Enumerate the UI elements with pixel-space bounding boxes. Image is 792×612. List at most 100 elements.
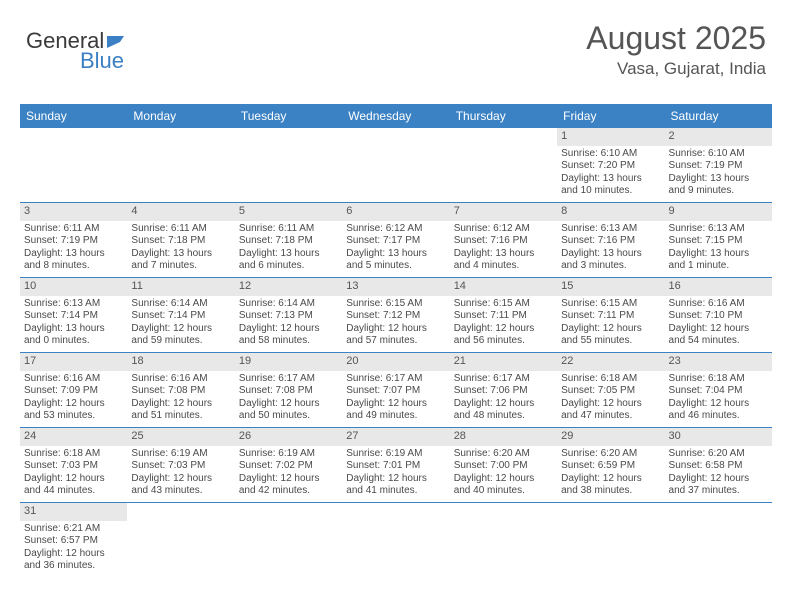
sunrise-text: Sunrise: 6:12 AM (346, 223, 445, 236)
day-cell: 7Sunrise: 6:12 AMSunset: 7:16 PMDaylight… (450, 203, 557, 277)
day-cell: 25Sunrise: 6:19 AMSunset: 7:03 PMDayligh… (127, 428, 234, 502)
sunset-text: Sunset: 7:12 PM (346, 310, 445, 323)
day-cell: 10Sunrise: 6:13 AMSunset: 7:14 PMDayligh… (20, 278, 127, 352)
sunrise-text: Sunrise: 6:11 AM (239, 223, 338, 236)
sunset-text: Sunset: 7:02 PM (239, 460, 338, 473)
daylight-text: Daylight: 12 hours and 48 minutes. (454, 398, 553, 423)
sunset-text: Sunset: 7:16 PM (454, 235, 553, 248)
day-cell: 14Sunrise: 6:15 AMSunset: 7:11 PMDayligh… (450, 278, 557, 352)
sunset-text: Sunset: 7:11 PM (454, 310, 553, 323)
sunset-text: Sunset: 7:13 PM (239, 310, 338, 323)
calendar-week-row: 17Sunrise: 6:16 AMSunset: 7:09 PMDayligh… (20, 353, 772, 428)
sunset-text: Sunset: 7:19 PM (669, 160, 768, 173)
sunset-text: Sunset: 7:11 PM (561, 310, 660, 323)
day-number: 27 (342, 428, 449, 446)
daylight-text: Daylight: 13 hours and 9 minutes. (669, 173, 768, 198)
daylight-text: Daylight: 12 hours and 58 minutes. (239, 323, 338, 348)
sunset-text: Sunset: 6:59 PM (561, 460, 660, 473)
day-details: Sunrise: 6:10 AMSunset: 7:19 PMDaylight:… (665, 146, 772, 201)
day-number: 16 (665, 278, 772, 296)
day-cell: 12Sunrise: 6:14 AMSunset: 7:13 PMDayligh… (235, 278, 342, 352)
sunrise-text: Sunrise: 6:17 AM (346, 373, 445, 386)
day-number: 26 (235, 428, 342, 446)
empty-day-cell (235, 128, 342, 202)
day-details: Sunrise: 6:17 AMSunset: 7:06 PMDaylight:… (450, 371, 557, 426)
day-details: Sunrise: 6:19 AMSunset: 7:01 PMDaylight:… (342, 446, 449, 501)
day-cell: 22Sunrise: 6:18 AMSunset: 7:05 PMDayligh… (557, 353, 664, 427)
day-details: Sunrise: 6:15 AMSunset: 7:11 PMDaylight:… (557, 296, 664, 351)
day-cell: 9Sunrise: 6:13 AMSunset: 7:15 PMDaylight… (665, 203, 772, 277)
sunrise-text: Sunrise: 6:18 AM (669, 373, 768, 386)
day-details: Sunrise: 6:12 AMSunset: 7:16 PMDaylight:… (450, 221, 557, 276)
daylight-text: Daylight: 12 hours and 50 minutes. (239, 398, 338, 423)
sunset-text: Sunset: 7:06 PM (454, 385, 553, 398)
brand-logo: General Blue (26, 28, 128, 80)
daylight-text: Daylight: 12 hours and 37 minutes. (669, 473, 768, 498)
empty-day-cell (20, 128, 127, 202)
day-header: Friday (557, 105, 664, 128)
empty-day-cell (450, 128, 557, 202)
day-number: 22 (557, 353, 664, 371)
day-number: 7 (450, 203, 557, 221)
sunset-text: Sunset: 7:04 PM (669, 385, 768, 398)
daylight-text: Daylight: 12 hours and 53 minutes. (24, 398, 123, 423)
sunset-text: Sunset: 7:15 PM (669, 235, 768, 248)
sunrise-text: Sunrise: 6:13 AM (561, 223, 660, 236)
sunset-text: Sunset: 7:18 PM (131, 235, 230, 248)
sunset-text: Sunset: 7:08 PM (239, 385, 338, 398)
daylight-text: Daylight: 12 hours and 51 minutes. (131, 398, 230, 423)
sunset-text: Sunset: 7:05 PM (561, 385, 660, 398)
sunrise-text: Sunrise: 6:10 AM (669, 148, 768, 161)
day-details: Sunrise: 6:15 AMSunset: 7:12 PMDaylight:… (342, 296, 449, 351)
sunrise-text: Sunrise: 6:18 AM (561, 373, 660, 386)
daylight-text: Daylight: 12 hours and 41 minutes. (346, 473, 445, 498)
daylight-text: Daylight: 13 hours and 5 minutes. (346, 248, 445, 273)
sunrise-text: Sunrise: 6:20 AM (561, 448, 660, 461)
sunset-text: Sunset: 7:20 PM (561, 160, 660, 173)
daylight-text: Daylight: 13 hours and 7 minutes. (131, 248, 230, 273)
sunrise-text: Sunrise: 6:16 AM (131, 373, 230, 386)
sunrise-text: Sunrise: 6:14 AM (131, 298, 230, 311)
day-cell: 15Sunrise: 6:15 AMSunset: 7:11 PMDayligh… (557, 278, 664, 352)
day-details: Sunrise: 6:20 AMSunset: 7:00 PMDaylight:… (450, 446, 557, 501)
day-number: 20 (342, 353, 449, 371)
sunset-text: Sunset: 7:14 PM (24, 310, 123, 323)
day-cell: 5Sunrise: 6:11 AMSunset: 7:18 PMDaylight… (235, 203, 342, 277)
day-number: 11 (127, 278, 234, 296)
calendar-week-row: 31Sunrise: 6:21 AMSunset: 6:57 PMDayligh… (20, 503, 772, 577)
day-header: Saturday (665, 105, 772, 128)
day-details: Sunrise: 6:19 AMSunset: 7:03 PMDaylight:… (127, 446, 234, 501)
day-details: Sunrise: 6:13 AMSunset: 7:15 PMDaylight:… (665, 221, 772, 276)
day-cell: 18Sunrise: 6:16 AMSunset: 7:08 PMDayligh… (127, 353, 234, 427)
sunrise-text: Sunrise: 6:11 AM (24, 223, 123, 236)
day-cell: 6Sunrise: 6:12 AMSunset: 7:17 PMDaylight… (342, 203, 449, 277)
day-number: 23 (665, 353, 772, 371)
daylight-text: Daylight: 13 hours and 10 minutes. (561, 173, 660, 198)
day-details: Sunrise: 6:16 AMSunset: 7:08 PMDaylight:… (127, 371, 234, 426)
day-cell: 8Sunrise: 6:13 AMSunset: 7:16 PMDaylight… (557, 203, 664, 277)
day-header: Thursday (450, 105, 557, 128)
sunrise-text: Sunrise: 6:18 AM (24, 448, 123, 461)
day-details: Sunrise: 6:18 AMSunset: 7:05 PMDaylight:… (557, 371, 664, 426)
day-cell: 29Sunrise: 6:20 AMSunset: 6:59 PMDayligh… (557, 428, 664, 502)
day-number: 1 (557, 128, 664, 146)
daylight-text: Daylight: 12 hours and 47 minutes. (561, 398, 660, 423)
day-cell: 23Sunrise: 6:18 AMSunset: 7:04 PMDayligh… (665, 353, 772, 427)
sunrise-text: Sunrise: 6:15 AM (561, 298, 660, 311)
sunset-text: Sunset: 7:07 PM (346, 385, 445, 398)
daylight-text: Daylight: 13 hours and 6 minutes. (239, 248, 338, 273)
day-details: Sunrise: 6:13 AMSunset: 7:14 PMDaylight:… (20, 296, 127, 351)
day-details: Sunrise: 6:10 AMSunset: 7:20 PMDaylight:… (557, 146, 664, 201)
day-cell: 31Sunrise: 6:21 AMSunset: 6:57 PMDayligh… (20, 503, 127, 577)
day-number: 15 (557, 278, 664, 296)
day-number: 14 (450, 278, 557, 296)
empty-day-cell (342, 503, 449, 577)
day-cell: 11Sunrise: 6:14 AMSunset: 7:14 PMDayligh… (127, 278, 234, 352)
day-cell: 17Sunrise: 6:16 AMSunset: 7:09 PMDayligh… (20, 353, 127, 427)
month-title: August 2025 (586, 20, 766, 57)
sunrise-text: Sunrise: 6:19 AM (131, 448, 230, 461)
day-details: Sunrise: 6:20 AMSunset: 6:58 PMDaylight:… (665, 446, 772, 501)
empty-day-cell (450, 503, 557, 577)
day-number: 13 (342, 278, 449, 296)
sunrise-text: Sunrise: 6:15 AM (454, 298, 553, 311)
